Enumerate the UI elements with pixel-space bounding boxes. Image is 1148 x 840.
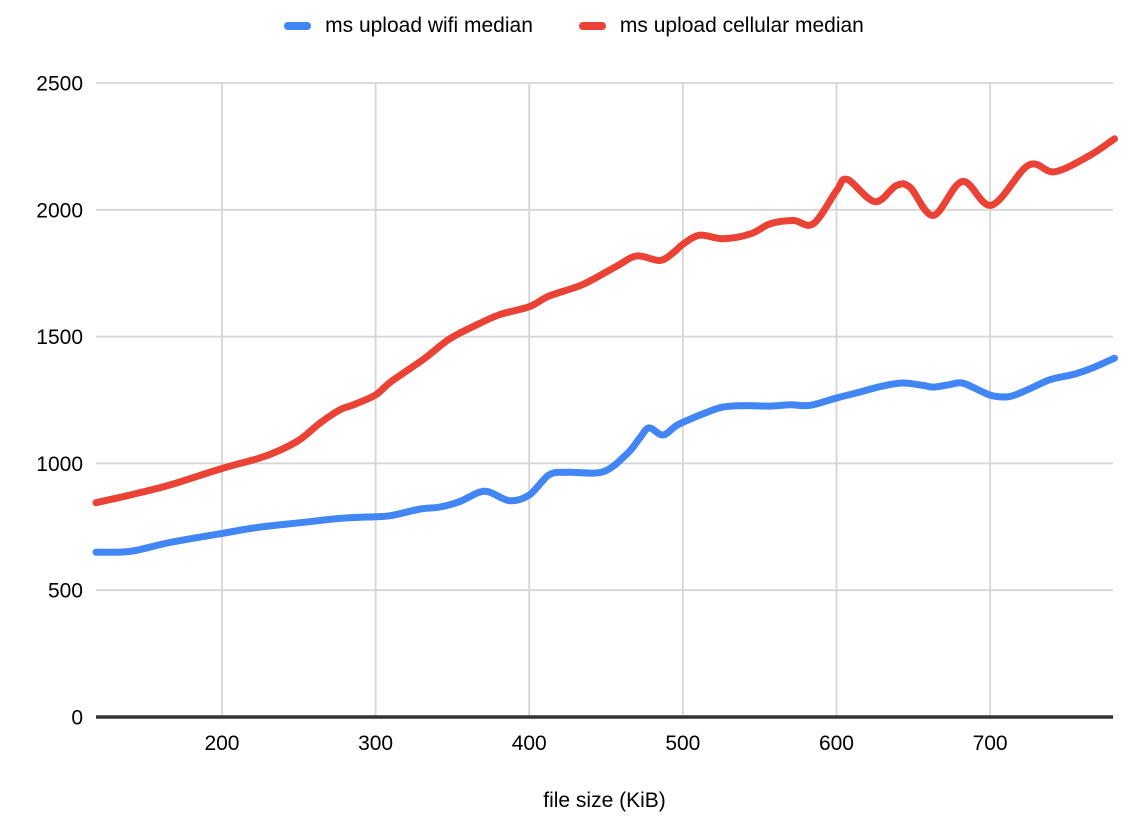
y-tick-label: 2500: [36, 73, 83, 96]
wifi-series-label: ms upload wifi median: [325, 14, 533, 37]
y-tick-label: 2000: [36, 199, 83, 222]
legend-item-cellular: ms upload cellular median: [578, 12, 864, 40]
legend-item-wifi: ms upload wifi median: [284, 12, 533, 40]
y-tick-label: 1500: [36, 326, 83, 349]
y-tick-label: 1000: [36, 453, 83, 476]
wifi-series-swatch-icon: [284, 22, 312, 30]
x-tick-label: 600: [819, 732, 854, 755]
x-tick-label: 200: [204, 732, 239, 755]
cellular-series-label: ms upload cellular median: [619, 14, 864, 37]
x-axis-title: file size (KiB): [543, 789, 666, 812]
y-tick-label: 0: [71, 707, 83, 730]
series-line-cellular: [92, 135, 1118, 507]
x-tick-label: 400: [512, 732, 547, 755]
series-line-wifi: [92, 354, 1118, 556]
x-tick-label: 500: [665, 732, 700, 755]
y-tick-label: 500: [48, 580, 83, 603]
legend: ms upload wifi median ms upload cellular…: [0, 12, 1148, 40]
x-tick-label: 700: [973, 732, 1008, 755]
cellular-series-swatch-icon: [578, 22, 606, 30]
x-tick-label: 300: [358, 732, 393, 755]
